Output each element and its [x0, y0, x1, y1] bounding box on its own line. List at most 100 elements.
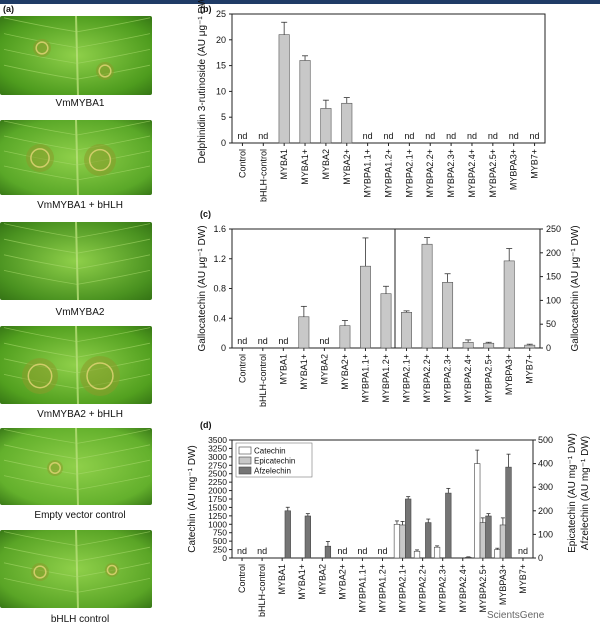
bar-c-MYBPA1.1+ [360, 265, 371, 349]
y-tick-label-c-left: 1.6 [213, 224, 226, 234]
nd-label-d: nd [237, 546, 247, 556]
nd-label-b: nd [509, 131, 519, 141]
x-tick-label-c: MYBPA2.5+ [484, 354, 494, 403]
leaf-image [0, 222, 152, 300]
x-tick-label-c: MYBA1+ [299, 354, 309, 390]
x-tick-label-d: MYBA1 [277, 564, 287, 595]
leaf-midrib [75, 222, 79, 300]
leaf-vein [76, 135, 151, 151]
infiltration-ring [88, 148, 112, 172]
nd-label-d: nd [337, 546, 347, 556]
infiltration-spot [26, 144, 54, 172]
x-tick-label-d: MYBPA2.1+ [398, 564, 408, 613]
leaf-vein [76, 531, 151, 546]
y-tick-label-d-left: 750 [213, 528, 227, 538]
nd-label-b: nd [530, 131, 540, 141]
x-tick-label-c: MYBPA1.1+ [360, 354, 370, 403]
y-tick-label-d-right: 0 [538, 553, 543, 563]
x-tick-label-d: MYBPA2.3+ [438, 564, 448, 613]
nd-label-d: nd [518, 546, 528, 556]
y-axis-title-c-right: Gallocatechin (AU μg⁻¹ DW) [570, 225, 581, 351]
x-tick-label-d: MYBPA3+ [498, 564, 508, 605]
x-tick-label-c: MYBPA2.2+ [422, 354, 432, 403]
infiltration-ring [27, 363, 53, 389]
y-tick-label-d-left: 0 [222, 553, 227, 563]
x-tick-label-b: MYBPA1.2+ [384, 149, 394, 198]
bar-c-MYBPA2.2+ [421, 243, 433, 349]
bar-b-MYBA2 [320, 108, 332, 144]
x-tick-label-b: MYBPA3+ [509, 149, 519, 190]
leaf-caption-empty-vector: Empty vector control [34, 510, 126, 521]
bar-d-epicatechin-MYBPA3+ [499, 524, 507, 559]
x-tick-label-b: MYBPA2.2+ [425, 149, 435, 198]
leaf-vein [3, 120, 78, 136]
bar-c-MYBPA2.5+ [483, 342, 495, 349]
nd-label-b: nd [258, 131, 268, 141]
leaf-image [0, 428, 152, 505]
leaf-photo-vmmyba1-bhlh [0, 120, 152, 195]
leaf-vein [3, 165, 78, 181]
x-tick-label-c: bHLH-control [258, 354, 268, 407]
nd-label-b: nd [363, 131, 373, 141]
bar-b-MYBA1+ [299, 60, 311, 144]
y-tick-label-c-left: 1.2 [213, 254, 226, 264]
infiltration-ring [49, 462, 61, 474]
leaf-vein [76, 223, 151, 238]
leaf-caption-bhlh-control: bHLH control [50, 614, 110, 625]
nd-label-d: nd [377, 546, 387, 556]
x-tick-label-d: MYBPA1.2+ [378, 564, 388, 613]
bar-d-catechin-MYBPA2.3+ [433, 546, 441, 559]
y-tick-label-d-right: 100 [538, 529, 553, 539]
y-tick-label-d-left: 2750 [208, 460, 227, 470]
bar-d-afzelechin-MYBPA2.5+ [485, 515, 492, 559]
leaf-vein [76, 270, 151, 285]
leaf-image [0, 326, 152, 404]
bar-c-MYBPA2.4+ [462, 341, 474, 349]
nd-label-c: nd [278, 336, 288, 346]
infiltration-ring [98, 64, 112, 78]
bar-d-epicatechin-MYBPA2.5+ [479, 522, 486, 559]
leaf-vein [76, 444, 151, 460]
leaf-image [0, 120, 152, 195]
x-tick-label-b: MYB7+ [530, 149, 540, 179]
x-tick-label-b: MYBA1 [279, 149, 289, 180]
leaf-caption-vmmyba2-bhlh: VmMYBA2 + bHLH [37, 409, 123, 420]
nd-label-b: nd [446, 131, 456, 141]
nd-label-c: nd [237, 336, 247, 346]
leaf-image [0, 530, 152, 608]
bar-b-MYBA1 [278, 34, 290, 144]
leaf-caption-vmmyba1-bhlh: VmMYBA1 + bHLH [37, 200, 123, 211]
y-tick-label-d-left: 250 [213, 545, 227, 555]
leaf-vein [3, 444, 78, 460]
nd-label-d: nd [357, 546, 367, 556]
x-tick-label-d: MYBPA2.5+ [478, 564, 488, 613]
y-tick-label-d-left: 3500 [208, 435, 227, 445]
x-tick-label-b: MYBA1+ [300, 149, 310, 185]
leaf-vein [76, 578, 151, 593]
y-tick-label-b: 0 [221, 138, 226, 148]
infiltration-spot [80, 356, 120, 396]
y-tick-label-d-right: 200 [538, 506, 553, 516]
bar-d-catechin-MYBPA2.2+ [413, 550, 421, 559]
nd-label-c: nd [319, 336, 329, 346]
x-tick-label-d: bHLH-control [257, 564, 267, 617]
x-tick-label-d: MYB7+ [518, 564, 528, 594]
bar-d-afzelechin-MYBPA2.2+ [425, 522, 432, 559]
nd-label-d: nd [257, 546, 267, 556]
leaf-vein [3, 531, 78, 546]
legend-swatch-catechin [238, 446, 252, 455]
x-tick-label-d: MYBPA1.1+ [357, 564, 367, 613]
y-tick-label-c-left: 0 [221, 343, 226, 353]
leaf-vein [76, 254, 151, 270]
panel-b-label: (b) [200, 4, 212, 14]
panel-a-label: (a) [3, 4, 14, 14]
bar-b-MYBA2+ [341, 102, 353, 144]
bar-d-afzelechin-MYBPA2.1+ [405, 498, 412, 559]
infiltration-spot [84, 144, 116, 176]
legend-label-epicatechin: Epicatechin [254, 457, 295, 466]
infiltration-ring [106, 564, 118, 576]
x-tick-label-c: MYBPA2.4+ [463, 354, 473, 403]
infiltration-spot [22, 358, 58, 394]
legend-swatch-afzelechin [238, 466, 252, 475]
leaf-vein [3, 270, 78, 285]
